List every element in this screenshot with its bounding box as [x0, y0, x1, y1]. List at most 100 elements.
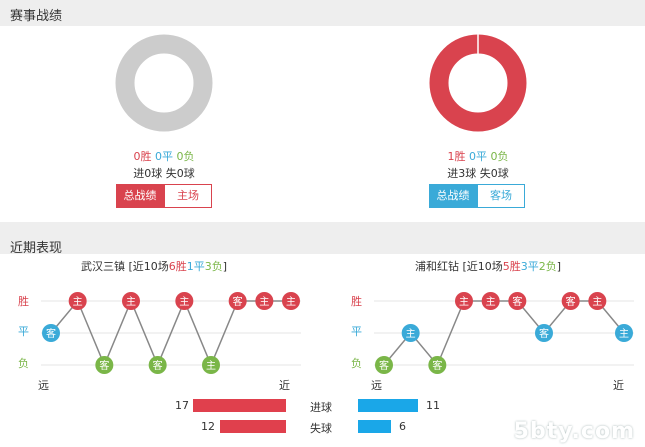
away-match-point[interactable]: 客	[375, 356, 393, 374]
away-team-form-title: 浦和红钻 [近10场5胜3平2负]	[415, 258, 561, 274]
home-filter-group: 总战绩 主场	[116, 184, 212, 208]
home-draw-count: 0平	[155, 150, 173, 163]
away-match-point[interactable]: 主	[615, 324, 633, 342]
away-match-dot	[615, 324, 633, 342]
away-match-point[interactable]: 主	[481, 292, 500, 310]
conceded-label: 失球	[310, 422, 332, 435]
home-form-draws: 1平	[186, 260, 205, 273]
home-conceded-bar	[220, 420, 286, 433]
home-match-venue: 主	[259, 296, 269, 308]
home-total-button[interactable]: 总战绩	[116, 184, 164, 208]
away-match-venue: 主	[592, 296, 602, 308]
away-match-dot	[375, 356, 393, 374]
away-axis-win: 胜	[351, 295, 362, 308]
home-form-wins: 6胜	[168, 260, 187, 273]
home-match-venue: 客	[153, 359, 163, 372]
home-venue-button[interactable]: 主场	[164, 184, 212, 208]
away-match-venue: 主	[486, 296, 496, 308]
home-match-venue: 主	[73, 296, 83, 308]
away-goals-stats: 进3球 失0球	[447, 167, 509, 180]
home-match-dot	[68, 292, 87, 310]
away-filter-group: 总战绩 客场	[429, 184, 525, 208]
home-match-point[interactable]: 主	[202, 356, 220, 374]
home-team-name: 武汉三镇 [近10场	[80, 260, 169, 273]
home-match-point[interactable]: 主	[68, 292, 87, 310]
home-trend-line	[50, 299, 291, 367]
home-team-form-title: 武汉三镇 [近10场6胜1平3负]	[81, 258, 227, 274]
away-match-dot	[481, 292, 500, 310]
home-match-dot	[202, 356, 220, 374]
away-conceded-bar	[358, 420, 391, 433]
away-match-point[interactable]: 主	[401, 324, 420, 342]
away-trend-line	[383, 300, 625, 367]
home-match-venue: 主	[286, 296, 296, 308]
away-form-wins: 5胜	[502, 260, 521, 273]
away-scored-bar	[358, 399, 418, 412]
away-match-dot	[508, 292, 527, 310]
home-axis-draw: 平	[18, 325, 29, 338]
away-draw-count: 0平	[469, 150, 487, 163]
away-match-dot	[401, 324, 420, 342]
away-match-point[interactable]: 客	[561, 292, 580, 310]
home-goals-stats: 进0球 失0球	[133, 167, 195, 180]
record-panel	[0, 26, 645, 222]
home-match-dot	[228, 292, 247, 310]
away-total-button[interactable]: 总战绩	[429, 184, 477, 208]
home-match-point[interactable]: 主	[122, 292, 140, 310]
away-form-close: ]	[556, 260, 562, 273]
away-match-venue: 客	[379, 359, 389, 372]
home-record-donut	[115, 34, 213, 132]
home-match-venue: 主	[126, 296, 136, 308]
section-title-recent: 近期表现	[10, 241, 63, 256]
away-match-venue: 客	[432, 359, 442, 372]
away-match-venue: 主	[406, 328, 416, 340]
home-match-venue: 客	[233, 295, 243, 308]
away-axis-near: 近	[613, 379, 624, 392]
away-match-point[interactable]: 客	[535, 324, 553, 342]
home-scored-bar	[193, 399, 286, 412]
home-match-point[interactable]: 客	[148, 356, 167, 374]
away-match-dot	[588, 292, 607, 310]
donut-empty-text: 暂无数据	[142, 78, 186, 91]
home-match-dot	[122, 292, 140, 310]
away-conceded-value: 6	[399, 420, 406, 433]
home-match-point[interactable]: 客	[95, 356, 114, 374]
home-match-point[interactable]: 客	[42, 324, 60, 342]
home-match-point[interactable]: 主	[255, 292, 274, 310]
away-match-venue: 客	[512, 295, 522, 308]
home-match-venue: 主	[179, 296, 189, 308]
away-record-donut	[429, 34, 527, 132]
home-match-point[interactable]: 主	[282, 292, 300, 310]
section-title-record: 赛事战绩	[10, 9, 63, 24]
home-match-point[interactable]: 客	[228, 292, 247, 310]
away-match-point[interactable]: 主	[588, 292, 607, 310]
home-match-dot	[175, 292, 194, 310]
home-match-dot	[255, 292, 274, 310]
away-axis-far: 远	[371, 379, 382, 392]
away-loss-count: 0负	[490, 150, 509, 163]
away-match-point[interactable]: 客	[428, 356, 447, 374]
away-match-venue: 主	[459, 296, 469, 308]
away-match-dot	[535, 324, 553, 342]
home-match-dot	[148, 356, 167, 374]
recent-form-panel	[0, 254, 645, 447]
home-match-venue: 主	[206, 360, 216, 372]
home-match-dot	[95, 356, 114, 374]
away-scored-value: 11	[426, 399, 440, 412]
away-axis-draw: 平	[351, 325, 362, 338]
away-match-point[interactable]: 主	[455, 292, 473, 310]
home-axis-near: 近	[279, 379, 290, 392]
home-match-point[interactable]: 主	[175, 292, 194, 310]
away-wdl-stats: 1胜 0平 0负	[448, 148, 509, 164]
site-watermark: 5bty.com	[513, 419, 635, 444]
away-team-name: 浦和红钻 [近10场	[414, 260, 503, 273]
home-donut-ring	[115, 34, 213, 132]
home-match-venue: 客	[99, 359, 109, 372]
away-match-dot	[561, 292, 580, 310]
away-match-point[interactable]: 客	[508, 292, 527, 310]
away-match-venue: 主	[619, 328, 629, 340]
away-venue-button[interactable]: 客场	[477, 184, 525, 208]
away-win-count: 1胜	[447, 150, 466, 163]
home-match-dot	[42, 324, 60, 342]
home-scored-value: 17	[175, 399, 189, 412]
